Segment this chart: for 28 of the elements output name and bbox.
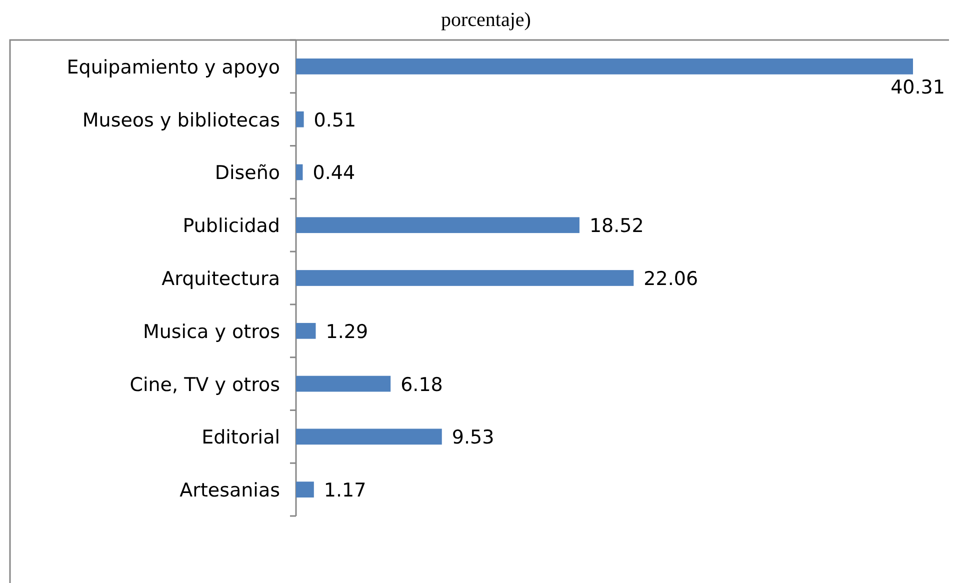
data-label: 18.52 xyxy=(589,215,644,238)
bar xyxy=(296,217,580,234)
bar xyxy=(296,270,634,286)
bar xyxy=(296,58,913,74)
y-tick-label: Equipamiento y apoyo xyxy=(66,56,280,78)
chart-title: porcentaje) xyxy=(441,9,531,31)
data-label: 9.53 xyxy=(452,426,494,449)
bar xyxy=(296,428,442,445)
y-tick-label: Artesanias xyxy=(180,480,280,502)
y-tick-label: Editorial xyxy=(202,426,280,449)
y-tick-label: Museos y bibliotecas xyxy=(82,109,280,132)
bar xyxy=(296,322,316,339)
y-tick-label: Musica y otros xyxy=(142,320,280,343)
y-tick-label: Diseño xyxy=(214,162,280,184)
bar xyxy=(296,164,303,180)
data-label: 0.44 xyxy=(312,162,356,184)
bar xyxy=(296,111,304,128)
data-label: 1.29 xyxy=(326,320,368,343)
data-label: 40.31 xyxy=(890,76,945,98)
bar xyxy=(296,376,391,392)
y-tick-label: Cine, TV y otros xyxy=(130,374,280,396)
data-label: 22.06 xyxy=(644,268,698,290)
bar xyxy=(296,482,314,498)
y-tick-label: Publicidad xyxy=(182,215,280,238)
y-tick-label: Arquitectura xyxy=(162,268,280,290)
data-label: 1.17 xyxy=(324,480,366,502)
data-label: 0.51 xyxy=(314,109,356,132)
data-label: 6.18 xyxy=(400,374,443,396)
